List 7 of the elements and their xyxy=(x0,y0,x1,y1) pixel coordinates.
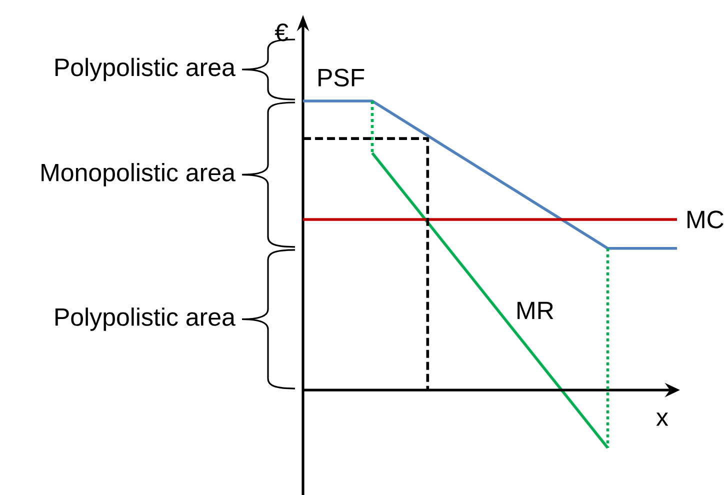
text: Monopolistic area xyxy=(42,163,236,186)
series-label: MR xyxy=(518,302,554,320)
series-label: PSF xyxy=(318,68,364,87)
series-label: MC xyxy=(688,210,724,228)
x-axis-title: x xyxy=(656,412,668,426)
text: Polypolistic area xyxy=(56,58,236,82)
text: Polypolistic area xyxy=(56,308,236,331)
